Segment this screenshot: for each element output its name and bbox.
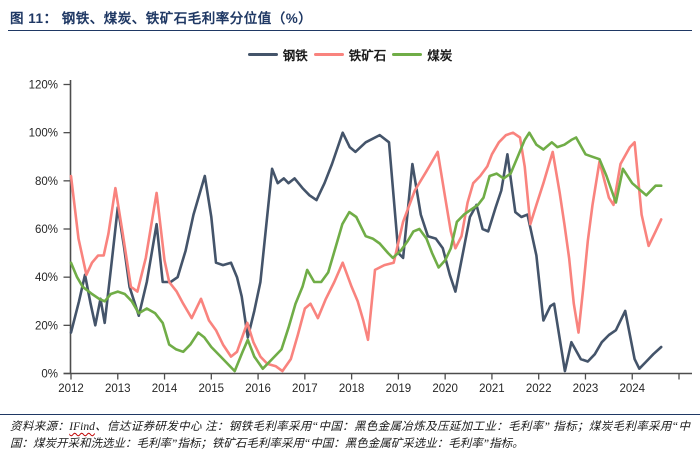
- y-tick-label: 120%: [29, 80, 58, 92]
- steel-line-series: [69, 131, 663, 373]
- source-note-prefix: 资料来源：: [10, 421, 70, 433]
- legend-item-coal: 煤炭: [392, 45, 452, 64]
- y-tick-label: 40%: [35, 272, 58, 284]
- x-tick-label: 2024: [619, 383, 645, 395]
- x-tick-label: 2018: [339, 383, 365, 395]
- legend-item-steel: 钢铁: [247, 45, 308, 64]
- legend-label: 钢铁: [282, 49, 308, 63]
- legend-label: 煤炭: [427, 49, 453, 63]
- y-tick-label: 100%: [29, 128, 58, 140]
- x-tick-label: 2013: [105, 383, 131, 395]
- x-tick-label: 2017: [292, 383, 318, 395]
- ifind-link[interactable]: IFind: [69, 421, 95, 433]
- x-tick-label: 2021: [479, 383, 505, 395]
- source-note-text: 、信达证券研发中心 注：钢铁毛利率采用“中国：黑色金属冶炼及压延加工业：毛利率”…: [10, 421, 691, 450]
- coal-line-series: [69, 131, 663, 373]
- figure-title: 图 11： 钢铁、煤炭、铁矿石毛利率分位值（%）: [10, 11, 313, 26]
- x-tick-label: 2023: [573, 383, 599, 395]
- y-tick-label: 80%: [35, 176, 58, 188]
- y-tick-label: 0%: [41, 369, 58, 381]
- x-tick-label: 2016: [245, 383, 271, 395]
- x-tick-label: 2012: [58, 383, 84, 395]
- x-tick-label: 2014: [152, 383, 178, 395]
- x-tick-label: 2020: [432, 383, 458, 395]
- steel-line-swatch-icon: [247, 52, 278, 57]
- coal-line-swatch-icon: [392, 52, 423, 57]
- legend-item-iron-ore: 铁矿石: [313, 45, 387, 64]
- y-tick-label: 60%: [35, 224, 58, 236]
- iron-ore-line-series: [69, 131, 663, 373]
- y-tick-label: 20%: [35, 320, 58, 332]
- legend-label: 铁矿石: [348, 49, 387, 63]
- chart-legend: 钢铁 铁矿石 煤炭: [0, 45, 700, 64]
- iron-ore-line-swatch-icon: [313, 52, 344, 57]
- x-tick-label: 2022: [526, 383, 552, 395]
- x-tick-label: 2015: [199, 383, 225, 395]
- x-tick-label: 2019: [386, 383, 412, 395]
- title-divider: [8, 30, 692, 31]
- footer-divider: [0, 414, 700, 415]
- source-note: 资料来源：IFind、信达证券研发中心 注：钢铁毛利率采用“中国：黑色金属冶炼及…: [10, 419, 690, 452]
